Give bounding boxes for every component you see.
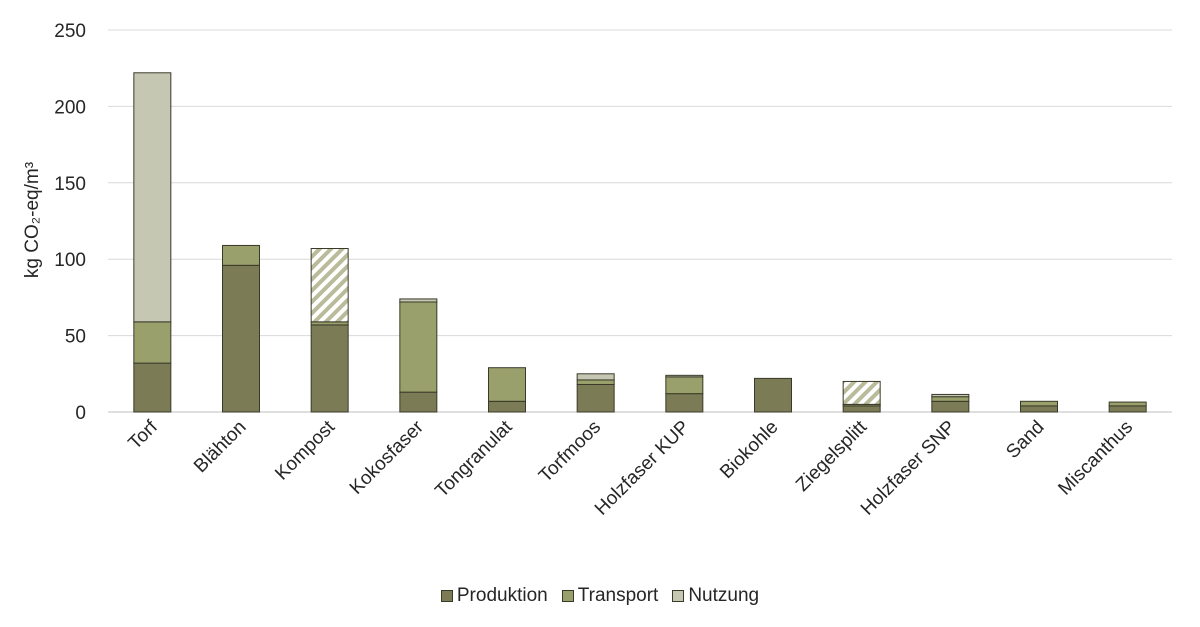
legend-label: Transport <box>577 585 659 606</box>
bar-segment-produktion <box>576 383 615 413</box>
bar-segment-nutzung <box>310 248 349 323</box>
bar-segment-nutzung <box>665 374 704 378</box>
x-tick-label: Biokohle <box>716 417 782 483</box>
x-tick-label: Torf <box>125 416 163 454</box>
y-tick-label: 250 <box>54 21 86 42</box>
bar-segment-transport <box>222 244 260 266</box>
y-tick-label: 200 <box>54 97 86 118</box>
x-tick-label: Ziegelsplitt <box>792 416 872 496</box>
legend-label: Produktion <box>456 585 548 606</box>
bar-segment-transport <box>399 301 438 393</box>
y-axis-ticks: 0 50 100 150 200 250 <box>54 21 86 424</box>
bar-segment-produktion <box>310 324 349 413</box>
y-tick-label: 100 <box>54 250 86 271</box>
x-tick-label: Blähton <box>190 417 250 477</box>
x-tick-label: Tongranulat <box>431 416 517 502</box>
bar-segment-produktion <box>1020 405 1058 413</box>
stacked-bar-chart: 0 50 100 150 200 250 kg CO₂-eq/m³ Torf Blähton… <box>22 21 1172 520</box>
bar-segment-transport <box>1020 400 1058 407</box>
bar-segment-nutzung <box>842 380 881 405</box>
legend-item-nutzung: Nutzung <box>672 585 759 607</box>
y-tick-label: 150 <box>54 174 86 195</box>
bar-segment-transport <box>665 376 704 395</box>
bar-segment-nutzung <box>931 393 970 398</box>
bar-segment-nutzung <box>133 72 172 323</box>
y-tick-label: 50 <box>65 327 86 348</box>
x-tick-label: Holzfaser SNP <box>857 417 960 520</box>
bar-segment-transport <box>931 396 970 402</box>
x-tick-label: Torfmoos <box>535 417 605 487</box>
bar-segment-transport <box>1108 401 1147 407</box>
legend-swatch <box>440 590 453 602</box>
bar-segment-produktion <box>842 405 881 413</box>
x-tick-label: Holzfaser KUP <box>591 417 694 520</box>
bar-segment-produktion <box>754 377 792 413</box>
gridlines <box>108 29 1172 413</box>
bar-segment-produktion <box>665 393 704 413</box>
bar-segment-produktion <box>488 400 526 413</box>
legend-item-transport: Transport <box>561 585 659 607</box>
bar-segment-transport <box>488 367 526 402</box>
y-tick-label: 0 <box>75 403 86 424</box>
bar-segment-produktion <box>222 264 260 413</box>
x-tick-label: Sand <box>1002 417 1048 463</box>
x-tick-label: Miscanthus <box>1054 417 1137 500</box>
bar-segment-produktion <box>133 362 172 413</box>
bars <box>133 72 1147 413</box>
bar-segment-produktion <box>931 400 970 413</box>
legend-swatch <box>672 590 685 602</box>
x-tick-label: Kokosfaser <box>346 416 429 499</box>
bar-segment-nutzung <box>399 298 438 303</box>
x-axis-labels: Torf Blähton Kompost Kokosfaser Tongranulat T… <box>125 416 1138 519</box>
legend-label: Nutzung <box>688 585 760 606</box>
bar-segment-transport <box>576 379 615 385</box>
bar-segment-transport <box>133 321 172 364</box>
bar-segment-produktion <box>1108 405 1147 413</box>
legend-swatch <box>561 590 574 602</box>
bar-segment-produktion <box>399 391 438 413</box>
y-axis-label: kg CO₂-eq/m³ <box>22 162 43 278</box>
legend-item-produktion: Produktion <box>440 585 548 607</box>
legend: Produktion Transport Nutzung <box>0 585 1200 607</box>
bar-segment-nutzung <box>576 373 615 381</box>
x-tick-label: Kompost <box>271 416 339 484</box>
